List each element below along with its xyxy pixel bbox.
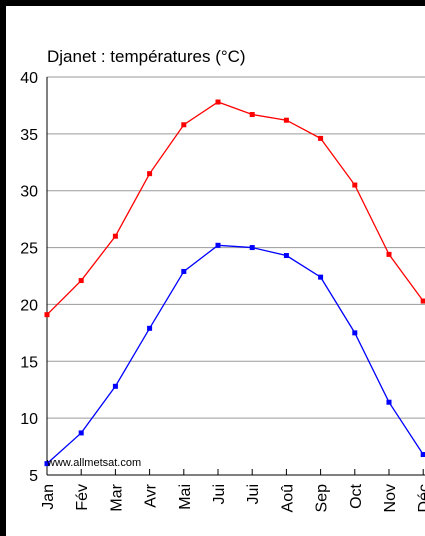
- y-tick-label: 40: [20, 70, 38, 87]
- data-point: [112, 233, 118, 239]
- y-tick-label: 25: [20, 241, 38, 258]
- data-point: [318, 135, 324, 141]
- watermark-text: www.allmetsat.com: [46, 457, 141, 469]
- x-tick-label: Mai: [177, 484, 194, 510]
- y-tick-label: 35: [20, 127, 38, 144]
- data-point: [215, 99, 221, 105]
- data-point: [318, 274, 324, 280]
- x-tick-label: Jan: [40, 484, 57, 510]
- grid-lines: [47, 76, 425, 419]
- data-point: [44, 312, 50, 318]
- data-point: [147, 325, 153, 331]
- data-point: [78, 430, 84, 436]
- x-axis-ticks: Jan Fév Mar Avr Mai Jui Jui Aoû Sep Oct Nov Déc: [40, 469, 425, 512]
- x-tick-label: Déc: [416, 484, 425, 512]
- data-point: [283, 253, 289, 259]
- x-tick-label: Mar: [108, 483, 125, 511]
- x-tick-label: Avr: [143, 483, 160, 507]
- x-tick-label: Aoû: [279, 484, 296, 512]
- chart-axes: [46, 77, 425, 476]
- data-point: [386, 251, 392, 257]
- data-point: [420, 452, 425, 458]
- data-point: [352, 182, 358, 188]
- data-point: [352, 330, 358, 336]
- y-tick-label: 20: [20, 297, 38, 314]
- data-point: [147, 171, 153, 177]
- y-tick-label: 5: [29, 468, 38, 485]
- series-line: [46, 101, 424, 316]
- data-point: [78, 278, 84, 284]
- data-point: [249, 245, 255, 251]
- y-tick-label: 10: [20, 411, 38, 428]
- y-axis-ticks: 5 10 15 20 25 30 35 40: [20, 70, 38, 485]
- data-point: [181, 268, 187, 274]
- x-tick-label: Fév: [74, 484, 91, 511]
- x-tick-label: Jui: [211, 484, 228, 504]
- data-point: [112, 383, 118, 389]
- data-point: [386, 399, 392, 405]
- y-tick-label: 30: [20, 184, 38, 201]
- data-point: [44, 461, 50, 467]
- x-tick-label: Nov: [382, 484, 399, 512]
- data-point: [215, 242, 221, 248]
- data-point: [283, 117, 289, 123]
- data-point: [249, 112, 255, 118]
- data-point: [420, 298, 425, 304]
- data-series: [44, 99, 425, 467]
- chart-title: Djanet : températures (°C): [47, 47, 246, 66]
- x-tick-label: Oct: [348, 483, 365, 508]
- data-point: [181, 122, 187, 128]
- series-line: [46, 244, 424, 465]
- x-tick-label: Sep: [314, 484, 331, 513]
- y-tick-label: 15: [20, 354, 38, 371]
- x-tick-label: Jui: [245, 484, 262, 504]
